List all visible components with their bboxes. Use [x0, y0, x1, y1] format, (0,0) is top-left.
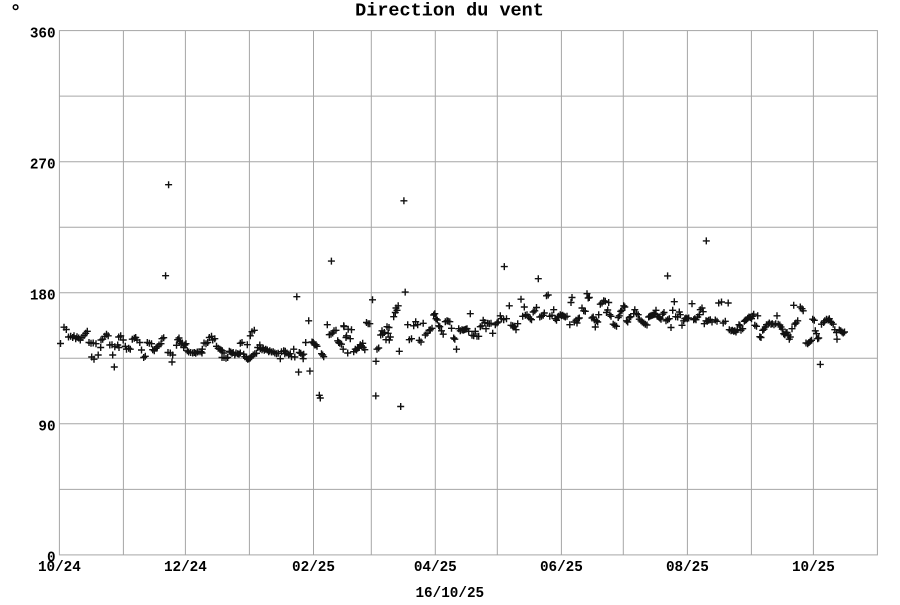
svg-text:08/25: 08/25 — [666, 560, 709, 576]
svg-text:04/25: 04/25 — [414, 560, 457, 576]
svg-text:10/25: 10/25 — [792, 560, 835, 576]
svg-text:10/24: 10/24 — [38, 560, 81, 576]
svg-text:180: 180 — [30, 289, 56, 305]
svg-text:0: 0 — [47, 551, 56, 567]
svg-text:12/24: 12/24 — [164, 560, 207, 576]
svg-text:Direction du vent: Direction du vent — [355, 0, 544, 21]
svg-text:270: 270 — [30, 158, 56, 174]
svg-text:02/25: 02/25 — [292, 560, 335, 576]
svg-text:360: 360 — [30, 26, 56, 42]
svg-text:06/25: 06/25 — [540, 560, 583, 576]
svg-text:90: 90 — [38, 420, 55, 436]
svg-text:16/10/25: 16/10/25 — [415, 586, 484, 600]
